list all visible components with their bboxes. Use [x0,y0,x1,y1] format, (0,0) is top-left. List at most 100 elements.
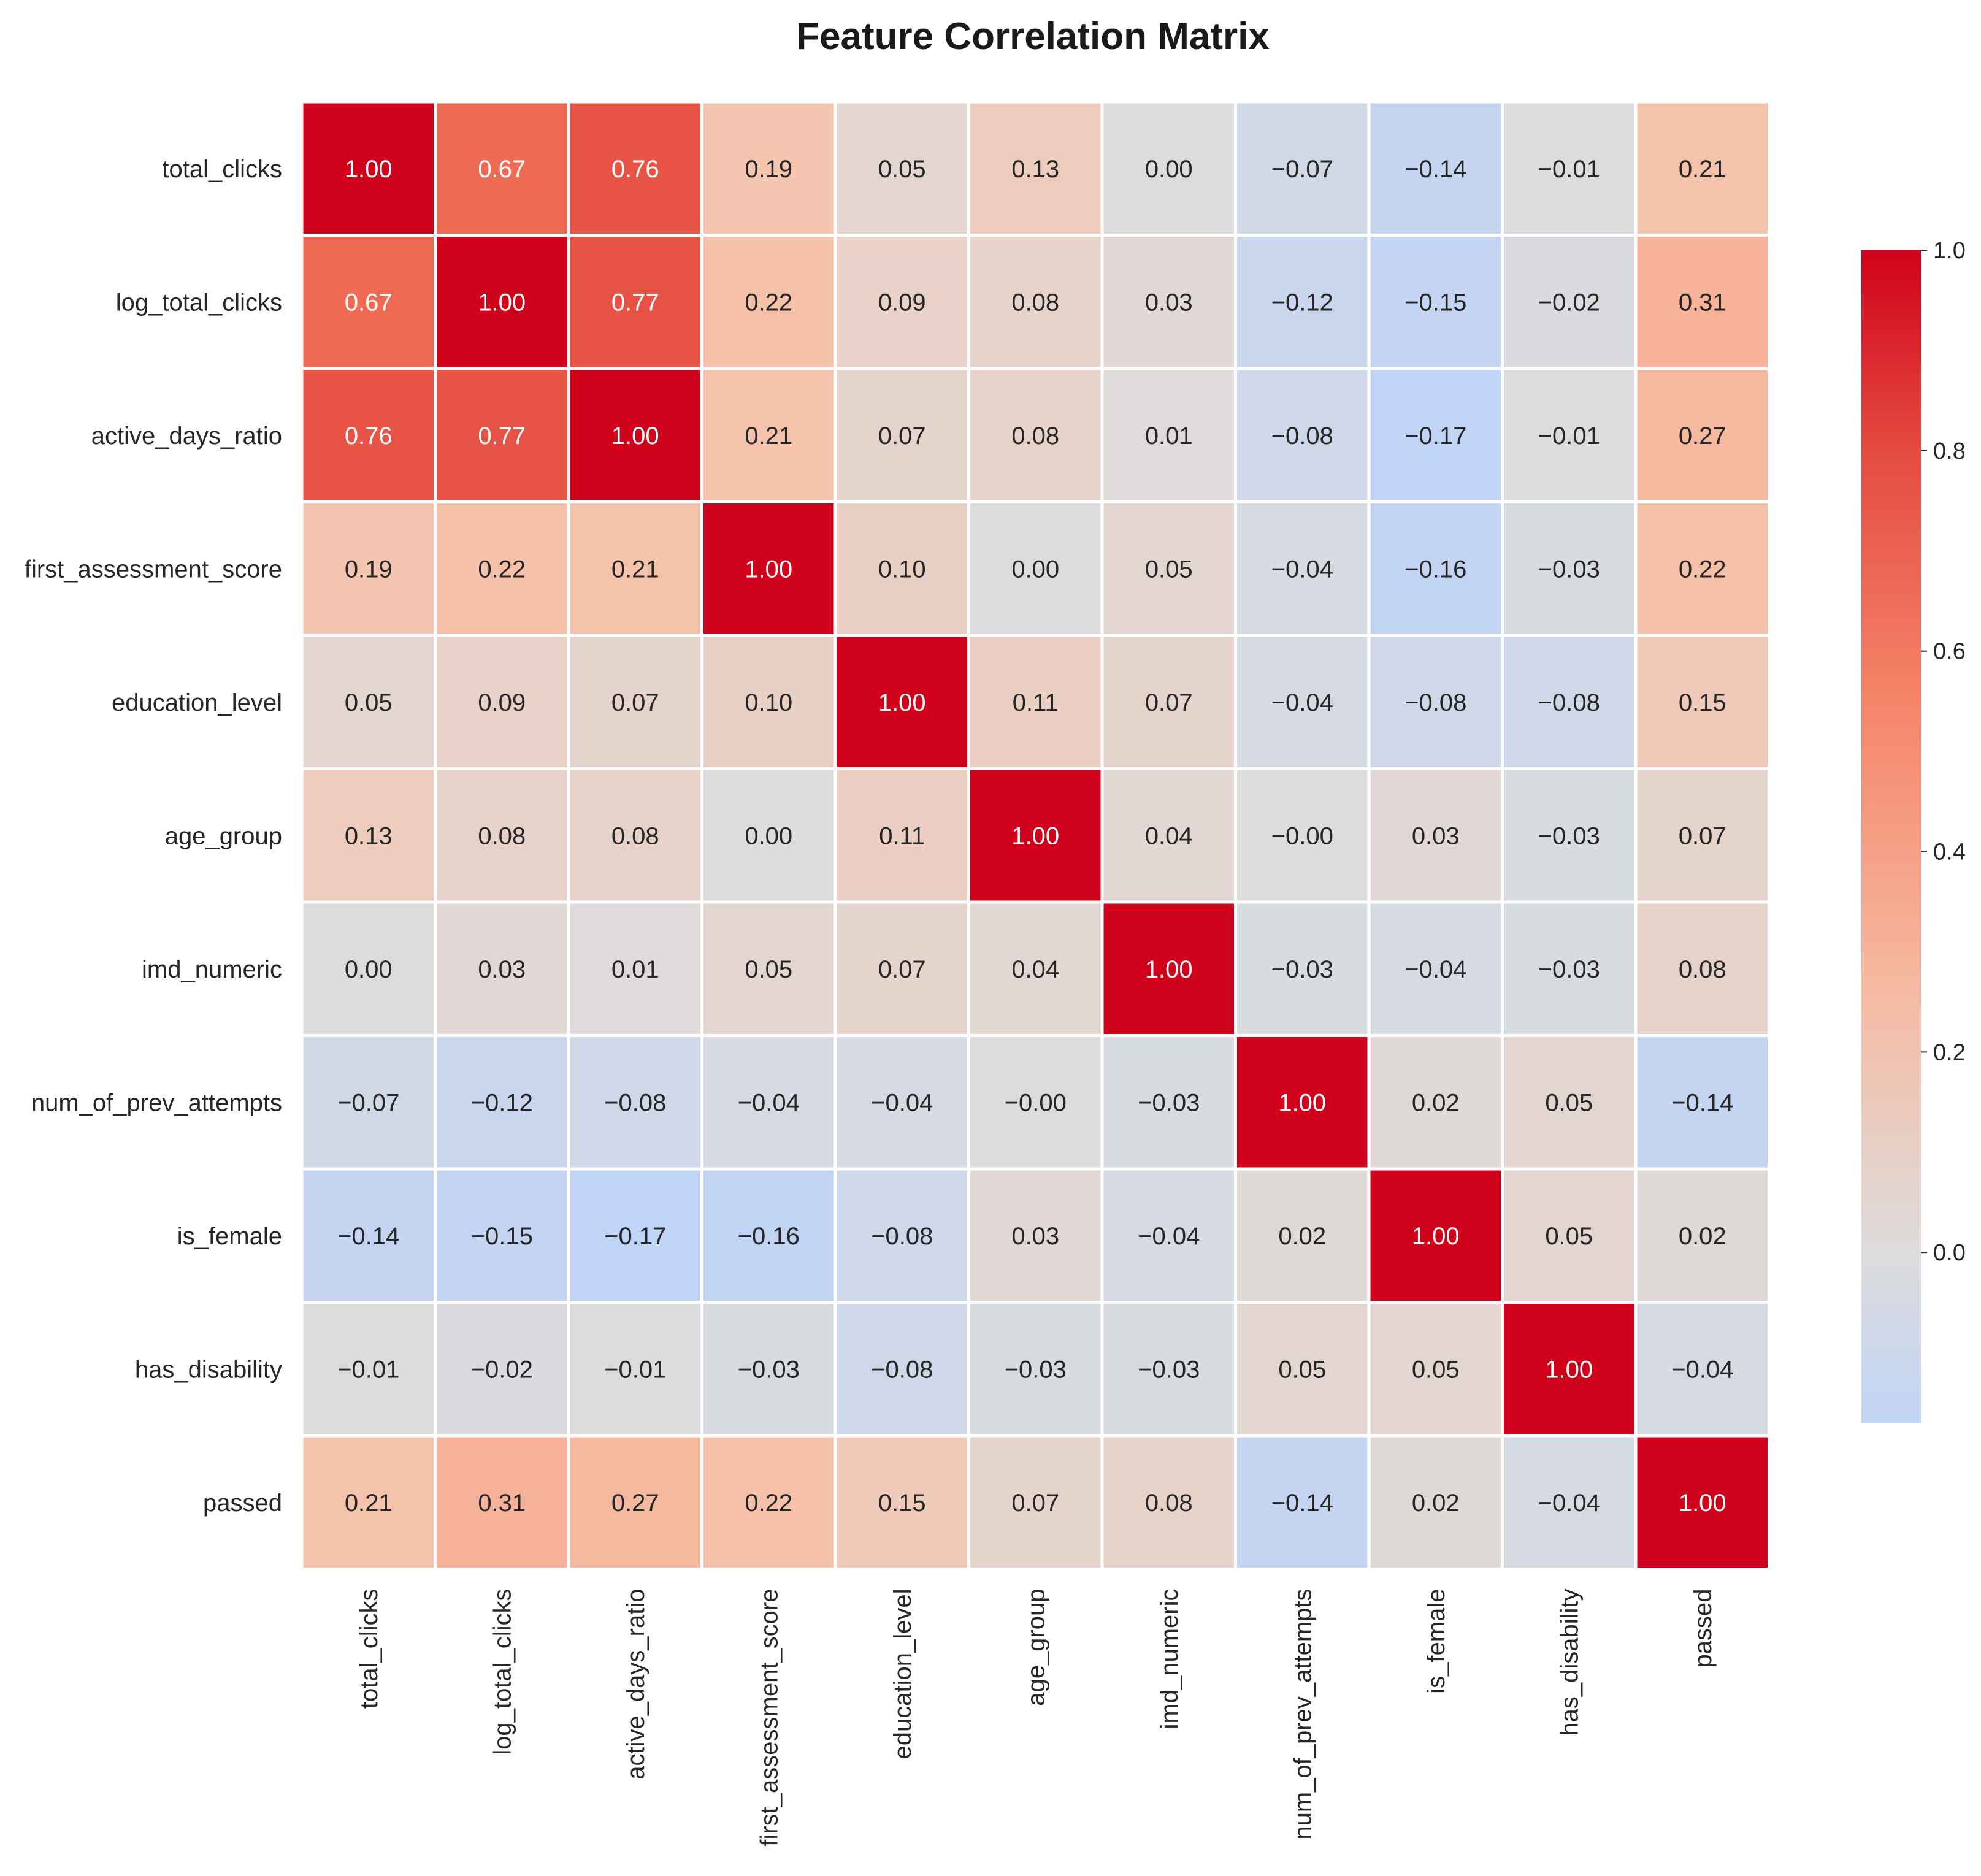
heatmap-cell [837,103,967,234]
column-label: imd_numeric [1156,1589,1183,1729]
heatmap-cell [570,770,700,901]
heatmap-cell-label: 0.76 [345,423,393,450]
heatmap-cell [1370,1037,1501,1168]
heatmap-cell [703,1304,834,1434]
heatmap-cell [303,637,434,767]
heatmap-cell [570,103,700,234]
heatmap-cell [437,370,567,500]
heatmap-cell-label: 0.19 [345,556,393,583]
heatmap-cell-label: −0.12 [1271,289,1333,316]
heatmap-cell [1237,1037,1368,1168]
heatmap-cell-label: 0.76 [611,156,659,183]
heatmap-cell-label: 0.67 [478,156,526,183]
heatmap-cell [970,237,1101,367]
heatmap-cell-label: 0.21 [345,1490,393,1517]
heatmap-cell [1370,903,1501,1034]
heatmap-cell-label: 0.05 [1412,1356,1460,1383]
heatmap-cell-label: 0.00 [745,822,792,849]
heatmap-cell-label: 0.22 [1679,556,1726,583]
heatmap-cell [1103,103,1234,234]
heatmap-cell-label: 0.31 [478,1490,526,1517]
heatmap-cell-label: 0.07 [1011,1490,1059,1517]
column-label: is_female [1423,1589,1450,1694]
heatmap-cell [970,370,1101,500]
heatmap-cell-label: −0.08 [1404,689,1466,716]
heatmap-cell [703,1170,834,1301]
heatmap-cell-label: −0.08 [1538,689,1600,716]
column-label: passed [1690,1589,1717,1668]
heatmap-cell [1370,637,1501,767]
heatmap-cell-label: −0.03 [1538,556,1600,583]
heatmap-cell-label: −0.01 [1538,156,1600,183]
heatmap-cell [1637,770,1768,901]
heatmap-cell [970,903,1101,1034]
heatmap-cell-label: −0.00 [1005,1089,1067,1116]
heatmap-cell-label: 0.02 [1412,1089,1460,1116]
column-label: total_clicks [356,1589,383,1709]
heatmap-cell [837,637,967,767]
heatmap-cell [303,1037,434,1168]
heatmap-cell [1637,903,1768,1034]
heatmap-cell [570,1170,700,1301]
heatmap-cell [837,1304,967,1434]
heatmap-cell [1637,503,1768,634]
heatmap-cell [1637,1170,1768,1301]
heatmap-cell-label: 0.05 [745,956,792,983]
heatmap-cell-label: −0.14 [337,1223,399,1250]
heatmap-cell-label: −0.12 [471,1089,533,1116]
heatmap-cell [1504,770,1634,901]
heatmap-cell-label: 0.21 [1679,156,1726,183]
heatmap-cell [1370,103,1501,234]
heatmap-cell [1504,637,1634,767]
heatmap-cell [1103,370,1234,500]
heatmap-cell [1237,237,1368,367]
heatmap-cell [1504,903,1634,1034]
colorbar-tick-label: 0.8 [1933,438,1966,464]
heatmap-cell [1103,1437,1234,1568]
heatmap-cell [303,1437,434,1568]
colorbar-tick-label: 0.4 [1933,840,1966,865]
heatmap-cell-label: −0.14 [1271,1490,1333,1517]
heatmap-cell-label: −0.01 [337,1356,399,1383]
heatmap-cell [1504,1037,1634,1168]
heatmap-cell [1103,1170,1234,1301]
heatmap-cell-label: −0.07 [1271,156,1333,183]
row-label: has_disability [135,1356,282,1383]
heatmap-cell [437,1304,567,1434]
heatmap-cell [570,503,700,634]
heatmap-cell [1504,1304,1634,1434]
heatmap-cell-label: 0.07 [1679,822,1726,849]
heatmap-cell [837,237,967,367]
row-label: active_days_ratio [91,423,282,450]
row-label: age_group [165,822,282,849]
heatmap-cell [970,1437,1101,1568]
heatmap-cell-label: −0.16 [738,1223,800,1250]
row-label: total_clicks [162,156,282,183]
heatmap-cell [1237,770,1368,901]
heatmap-cell-label: 0.03 [478,956,526,983]
column-label: age_group [1022,1589,1049,1706]
heatmap-cell [303,237,434,367]
heatmap-cell-label: 0.07 [878,956,926,983]
heatmap-cell [1237,103,1368,234]
heatmap-cell [837,903,967,1034]
heatmap-cell-label: −0.03 [1138,1356,1200,1383]
heatmap-cell [1637,370,1768,500]
heatmap-cell-label: −0.00 [1271,822,1333,849]
row-label: imd_numeric [142,956,282,983]
heatmap-cell [1237,637,1368,767]
heatmap-cell-label: 0.11 [1013,689,1059,716]
heatmap-cell-label: 0.00 [345,956,393,983]
heatmap-cell-label: −0.04 [738,1089,800,1116]
heatmap-cell-label: 0.08 [1011,423,1059,450]
column-label: active_days_ratio [623,1589,649,1780]
row-label: first_assessment_score [25,556,282,583]
heatmap-cell [970,103,1101,234]
heatmap-cell-label: −0.08 [871,1356,933,1383]
colorbar-tick-label: 0.2 [1933,1039,1966,1065]
column-label: first_assessment_score [756,1589,783,1847]
heatmap-cell [970,1170,1101,1301]
heatmap-cell [570,1037,700,1168]
heatmap-cell [570,1304,700,1434]
heatmap-cell [837,503,967,634]
